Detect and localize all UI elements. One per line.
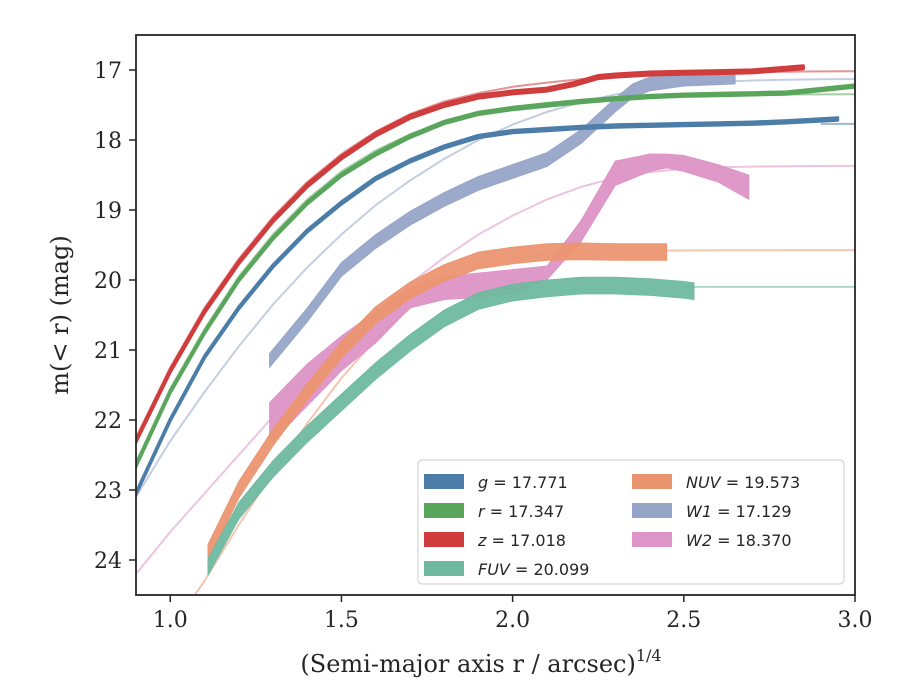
profile-band-g <box>136 116 840 497</box>
x-axis-title: (Semi-major axis r / arcsec)1/4 <box>300 646 661 678</box>
profile-band-r <box>136 83 855 469</box>
legend-swatch-W1 <box>632 503 672 518</box>
legend-swatch-W2 <box>632 532 672 547</box>
y-tick-label: 18 <box>94 129 122 154</box>
legend-value: = 19.573 <box>721 473 801 492</box>
legend-variable: W2 <box>686 531 712 550</box>
legend-label-NUV: NUV = 19.573 <box>686 473 800 492</box>
legend-swatch-g <box>424 474 464 489</box>
legend-swatch-FUV <box>424 561 464 576</box>
x-tick-label: 2.0 <box>495 608 530 633</box>
x-axis-ticks: 1.0 1.5 2.0 2.5 3.0 <box>153 595 873 633</box>
y-tick-label: 19 <box>94 199 122 224</box>
legend-variable: g <box>478 473 488 492</box>
legend-variable: NUV <box>686 473 722 492</box>
y-tick-label: 22 <box>94 409 122 434</box>
legend-value: = 17.129 <box>712 502 792 521</box>
y-tick-label: 17 <box>94 59 122 84</box>
y-axis-title: m(< r) (mag) <box>46 235 74 394</box>
x-tick-label: 1.0 <box>153 608 188 633</box>
legend-value: = 17.347 <box>485 502 565 521</box>
y-tick-label: 24 <box>94 549 122 574</box>
legend-swatch-z <box>424 532 464 547</box>
legend-value: = 20.099 <box>510 560 590 579</box>
x-tick-label: 1.5 <box>324 608 359 633</box>
profile-band-z <box>136 64 805 444</box>
profile-band-W1 <box>269 69 736 369</box>
profile-band-W2 <box>269 153 750 446</box>
plot-series-layer <box>136 64 855 595</box>
y-tick-label: 21 <box>94 339 122 364</box>
plot-frame <box>135 34 856 596</box>
x-tick-label: 2.5 <box>666 608 701 633</box>
legend-label-z: z = 17.018 <box>477 531 566 550</box>
profile-band-NUV <box>207 242 668 562</box>
legend-label-r: r = 17.347 <box>478 502 564 521</box>
legend-variable: W1 <box>686 502 712 521</box>
legend-label-FUV: FUV = 20.099 <box>478 560 589 579</box>
legend-box <box>417 459 845 585</box>
legend-label-g: g = 17.771 <box>478 473 568 492</box>
x-tick-label: 3.0 <box>838 608 873 633</box>
legend-variable: FUV <box>478 560 511 579</box>
legend-label-W1: W1 = 17.129 <box>686 502 792 521</box>
legend-variable: r <box>478 502 486 521</box>
legend-label-W2: W2 = 18.370 <box>686 531 792 550</box>
profile-band-FUV <box>207 276 695 576</box>
legend-value: = 17.018 <box>486 531 566 550</box>
model-curve-W2 <box>136 164 855 575</box>
legend-swatch-r <box>424 503 464 518</box>
legend-variable: z <box>477 531 487 550</box>
y-tick-label: 23 <box>94 479 122 504</box>
legend-value: = 18.370 <box>712 531 792 550</box>
y-tick-label: 20 <box>94 269 122 294</box>
legend-swatch-NUV <box>632 474 672 489</box>
legend-value: = 17.771 <box>488 473 568 492</box>
y-axis-ticks: 17 18 19 20 21 22 23 24 <box>94 59 136 574</box>
